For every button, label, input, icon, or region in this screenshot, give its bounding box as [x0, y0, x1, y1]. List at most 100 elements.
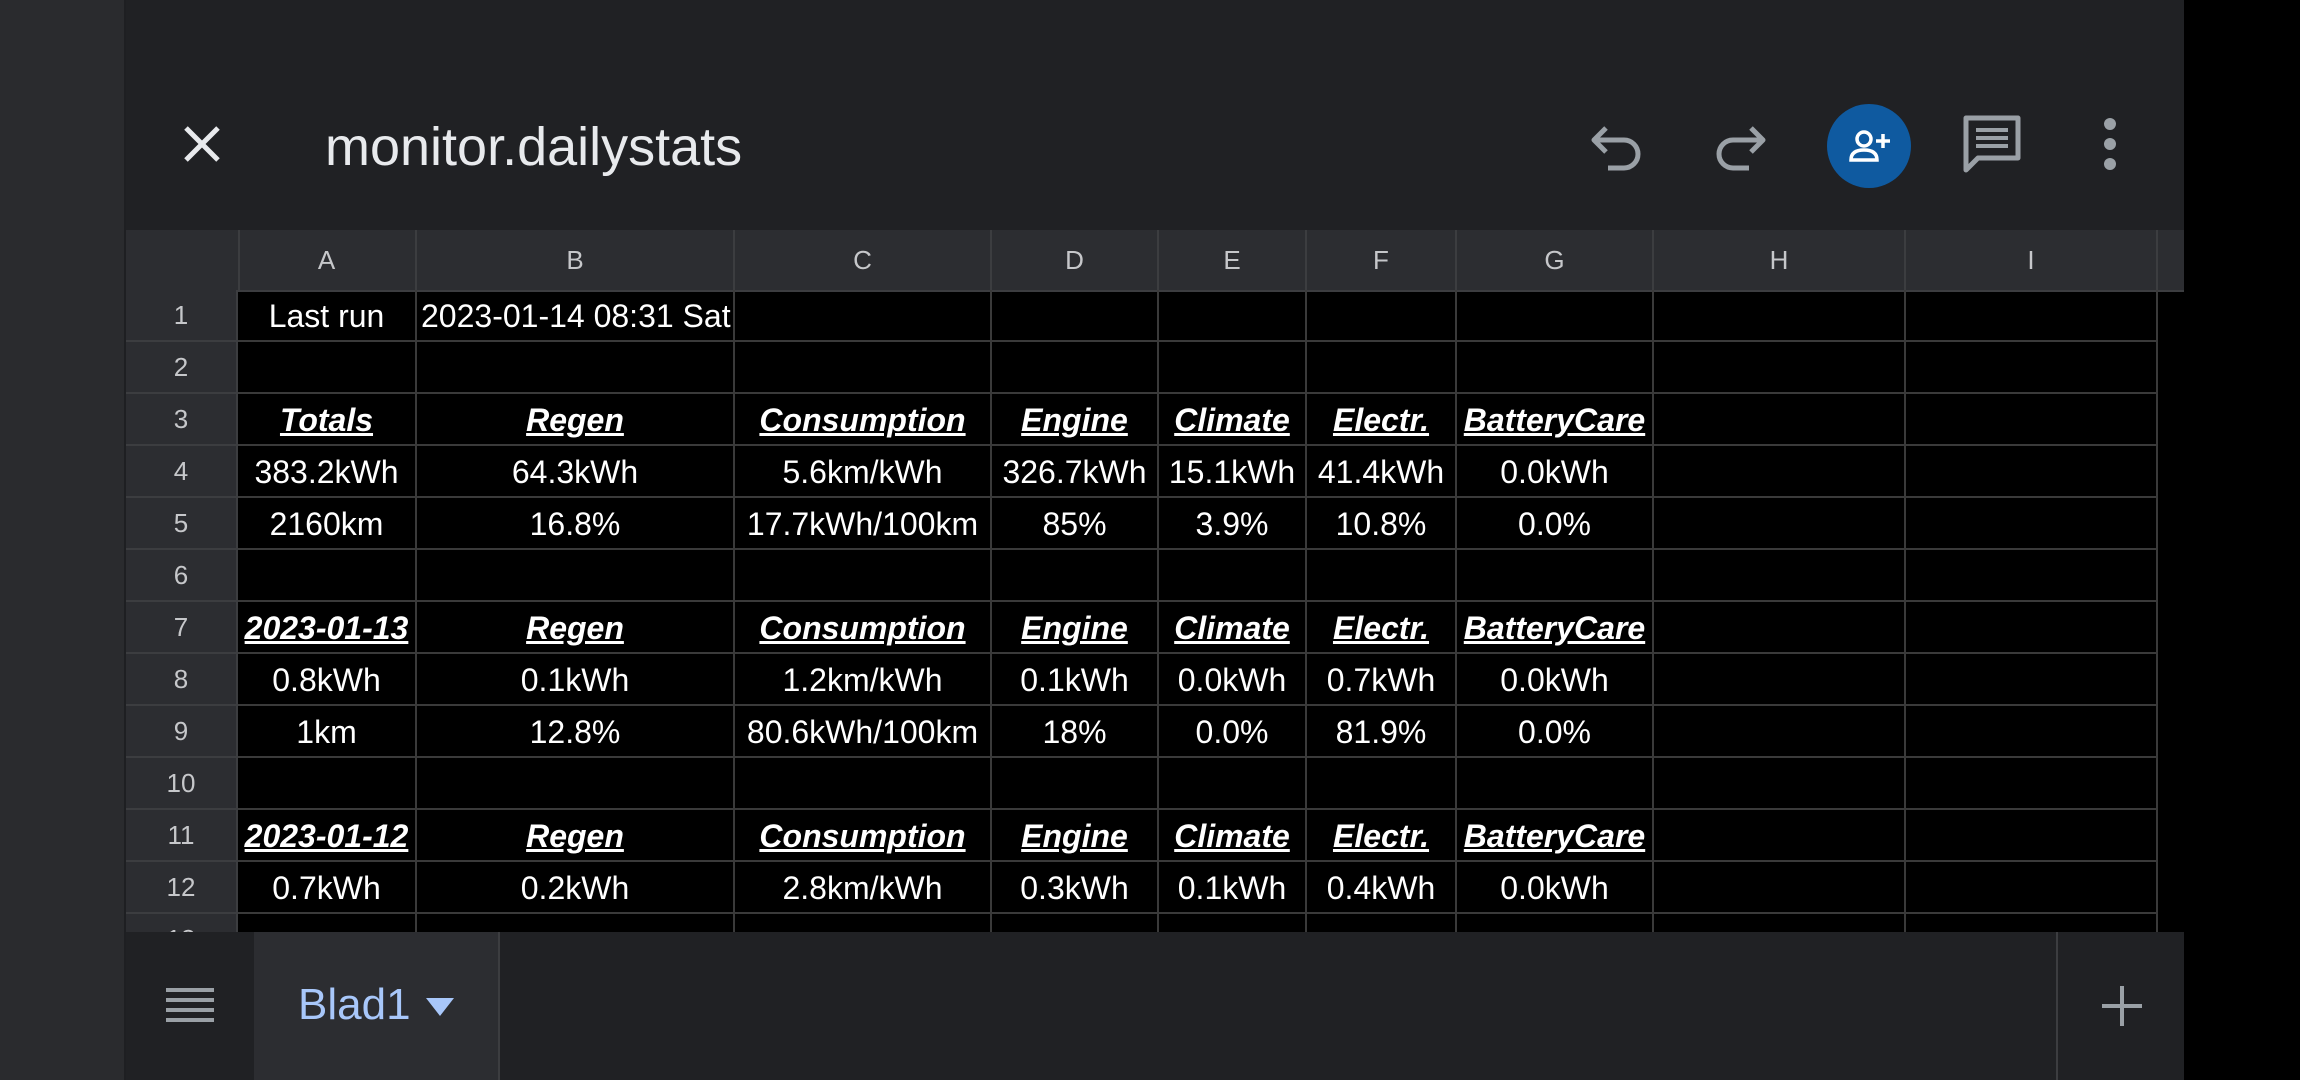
cell-d3[interactable]: Engine [992, 394, 1159, 446]
add-sheet-button[interactable] [2056, 932, 2184, 1080]
cell-g4[interactable]: 0.0kWh [1457, 446, 1654, 498]
cell-d8[interactable]: 0.1kWh [992, 654, 1159, 706]
cell-a5[interactable]: 2160km [238, 498, 417, 550]
cell-b13[interactable] [417, 914, 735, 932]
cell-c5[interactable]: 17.7kWh/100km [735, 498, 992, 550]
cell-h7[interactable] [1654, 602, 1906, 654]
cell-b1[interactable]: 2023-01-14 08:31 Sat [417, 290, 735, 342]
cell-d6[interactable] [992, 550, 1159, 602]
cell-b7[interactable]: Regen [417, 602, 735, 654]
cell-c4[interactable]: 5.6km/kWh [735, 446, 992, 498]
cell-f4[interactable]: 41.4kWh [1307, 446, 1457, 498]
cell-a1[interactable]: Last run [238, 290, 417, 342]
close-button[interactable] [172, 114, 232, 174]
cell-e13[interactable] [1159, 914, 1307, 932]
cell-i11[interactable] [1906, 810, 2158, 862]
cell-i3[interactable] [1906, 394, 2158, 446]
column-header-b[interactable]: B [417, 230, 735, 290]
cell-g1[interactable] [1457, 290, 1654, 342]
cell-d13[interactable] [992, 914, 1159, 932]
cell-a10[interactable] [238, 758, 417, 810]
cell-g8[interactable]: 0.0kWh [1457, 654, 1654, 706]
cell-c7[interactable]: Consumption [735, 602, 992, 654]
cell-g12[interactable]: 0.0kWh [1457, 862, 1654, 914]
cell-h11[interactable] [1654, 810, 1906, 862]
cell-i12[interactable] [1906, 862, 2158, 914]
cell-c6[interactable] [735, 550, 992, 602]
cell-c2[interactable] [735, 342, 992, 394]
cell-d12[interactable]: 0.3kWh [992, 862, 1159, 914]
cell-b6[interactable] [417, 550, 735, 602]
row-header[interactable]: 13 [126, 914, 238, 932]
cell-d11[interactable]: Engine [992, 810, 1159, 862]
row-header[interactable]: 8 [126, 654, 238, 706]
cell-c12[interactable]: 2.8km/kWh [735, 862, 992, 914]
cell-b12[interactable]: 0.2kWh [417, 862, 735, 914]
cell-i13[interactable] [1906, 914, 2158, 932]
cell-h8[interactable] [1654, 654, 1906, 706]
cell-g3[interactable]: BatteryCare [1457, 394, 1654, 446]
cell-i2[interactable] [1906, 342, 2158, 394]
cell-c11[interactable]: Consumption [735, 810, 992, 862]
select-all-corner[interactable] [126, 230, 240, 290]
cell-f11[interactable]: Electr. [1307, 810, 1457, 862]
cell-i5[interactable] [1906, 498, 2158, 550]
cell-a3[interactable]: Totals [238, 394, 417, 446]
cell-d9[interactable]: 18% [992, 706, 1159, 758]
cell-g6[interactable] [1457, 550, 1654, 602]
column-header-f[interactable]: F [1307, 230, 1457, 290]
cell-e6[interactable] [1159, 550, 1307, 602]
row-header[interactable]: 4 [126, 446, 238, 498]
cell-e11[interactable]: Climate [1159, 810, 1307, 862]
all-sheets-button[interactable] [126, 932, 256, 1080]
cell-b11[interactable]: Regen [417, 810, 735, 862]
cell-a7[interactable]: 2023-01-13 [238, 602, 417, 654]
cell-h9[interactable] [1654, 706, 1906, 758]
cell-a9[interactable]: 1km [238, 706, 417, 758]
cell-f3[interactable]: Electr. [1307, 394, 1457, 446]
cell-h5[interactable] [1654, 498, 1906, 550]
redo-button[interactable] [1701, 104, 1781, 184]
cell-i4[interactable] [1906, 446, 2158, 498]
cell-d1[interactable] [992, 290, 1159, 342]
cell-g7[interactable]: BatteryCare [1457, 602, 1654, 654]
column-header-i[interactable]: I [1906, 230, 2158, 290]
cell-c3[interactable]: Consumption [735, 394, 992, 446]
cell-h13[interactable] [1654, 914, 1906, 932]
cell-a2[interactable] [238, 342, 417, 394]
cell-a8[interactable]: 0.8kWh [238, 654, 417, 706]
cell-c9[interactable]: 80.6kWh/100km [735, 706, 992, 758]
cell-c8[interactable]: 1.2km/kWh [735, 654, 992, 706]
cell-e3[interactable]: Climate [1159, 394, 1307, 446]
cell-i10[interactable] [1906, 758, 2158, 810]
cell-f10[interactable] [1307, 758, 1457, 810]
cell-d2[interactable] [992, 342, 1159, 394]
cell-i8[interactable] [1906, 654, 2158, 706]
cell-b4[interactable]: 64.3kWh [417, 446, 735, 498]
cell-b3[interactable]: Regen [417, 394, 735, 446]
comments-button[interactable] [1952, 104, 2032, 184]
more-options-button[interactable] [2080, 104, 2140, 184]
cell-h10[interactable] [1654, 758, 1906, 810]
cell-e7[interactable]: Climate [1159, 602, 1307, 654]
cell-g2[interactable] [1457, 342, 1654, 394]
row-header[interactable]: 12 [126, 862, 238, 914]
dropdown-arrow-icon[interactable] [426, 998, 454, 1016]
cell-a12[interactable]: 0.7kWh [238, 862, 417, 914]
cell-f1[interactable] [1307, 290, 1457, 342]
row-header[interactable]: 2 [126, 342, 238, 394]
cell-e4[interactable]: 15.1kWh [1159, 446, 1307, 498]
cell-f8[interactable]: 0.7kWh [1307, 654, 1457, 706]
cell-i7[interactable] [1906, 602, 2158, 654]
cell-c1[interactable] [735, 290, 992, 342]
column-header-a[interactable]: A [238, 230, 417, 290]
cell-f2[interactable] [1307, 342, 1457, 394]
cell-g13[interactable] [1457, 914, 1654, 932]
row-header[interactable]: 5 [126, 498, 238, 550]
cell-i1[interactable] [1906, 290, 2158, 342]
cell-f12[interactable]: 0.4kWh [1307, 862, 1457, 914]
cell-e1[interactable] [1159, 290, 1307, 342]
row-header[interactable]: 10 [126, 758, 238, 810]
cell-d4[interactable]: 326.7kWh [992, 446, 1159, 498]
row-header[interactable]: 9 [126, 706, 238, 758]
